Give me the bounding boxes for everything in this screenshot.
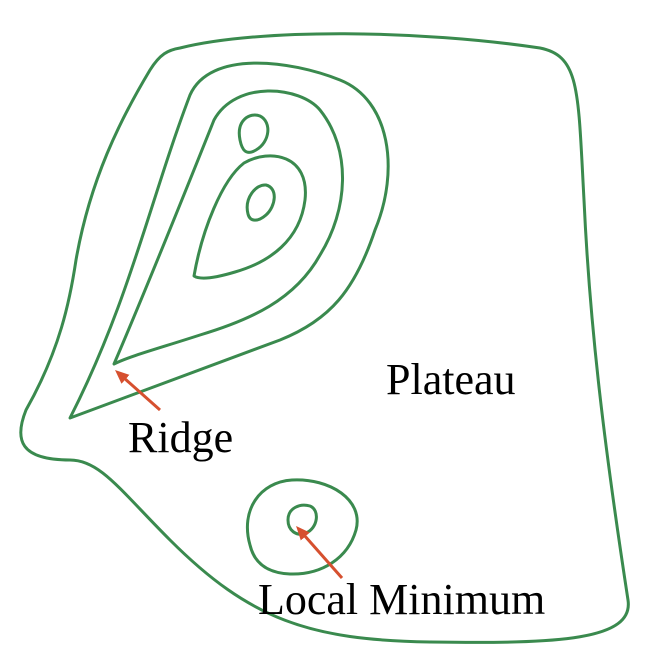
ridge-label: Ridge [128,413,233,462]
ridge-arrow [115,370,161,412]
outer-contour [19,32,630,644]
minimum-contour-inner [286,503,318,536]
ridge-contour-outer [68,61,390,420]
minimum-contour-outer [245,478,359,576]
ridge-contour-inner [192,154,307,280]
ridge-contour-middle [112,89,344,366]
small-peak-contour [237,113,270,154]
local-minimum-arrow [296,526,344,579]
local-minimum-label: Local Minimum [258,575,545,624]
plateau-label: Plateau [386,355,516,404]
ridge-contour-innermost [245,183,276,222]
